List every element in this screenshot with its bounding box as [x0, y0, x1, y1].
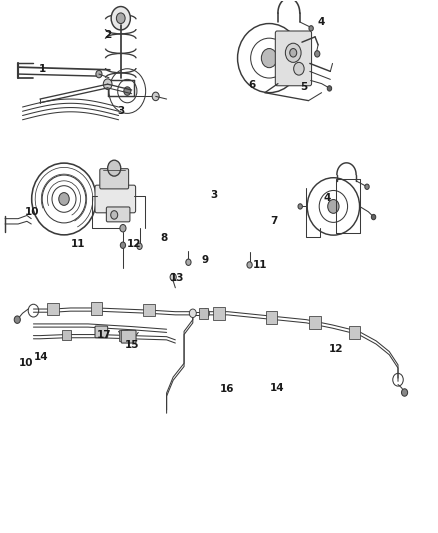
Circle shape	[111, 211, 118, 219]
Text: 9: 9	[201, 255, 208, 265]
Circle shape	[314, 51, 320, 57]
Text: 4: 4	[324, 193, 331, 204]
Circle shape	[124, 87, 131, 95]
Circle shape	[290, 49, 297, 57]
Circle shape	[59, 192, 69, 205]
Circle shape	[111, 6, 131, 30]
Circle shape	[293, 62, 304, 75]
Circle shape	[327, 86, 332, 91]
Text: 3: 3	[210, 190, 217, 200]
Bar	[47, 303, 59, 316]
Text: 12: 12	[329, 344, 343, 354]
Circle shape	[108, 160, 121, 176]
Circle shape	[137, 243, 142, 249]
Bar	[213, 307, 225, 320]
Bar	[91, 302, 102, 315]
FancyBboxPatch shape	[276, 31, 311, 86]
Bar	[266, 311, 277, 324]
Circle shape	[186, 259, 191, 265]
Text: 6: 6	[248, 80, 255, 90]
Circle shape	[247, 262, 252, 268]
Text: 4: 4	[318, 17, 325, 27]
Text: 3: 3	[117, 106, 124, 116]
Circle shape	[120, 242, 126, 248]
Text: 5: 5	[300, 82, 308, 92]
Circle shape	[96, 70, 102, 78]
Circle shape	[309, 26, 313, 31]
Text: 10: 10	[25, 207, 39, 217]
Bar	[62, 330, 71, 341]
Circle shape	[328, 199, 339, 213]
Text: 8: 8	[161, 233, 168, 244]
Bar	[309, 317, 321, 329]
Text: 10: 10	[19, 358, 33, 368]
Circle shape	[365, 184, 369, 189]
Text: 1: 1	[39, 64, 46, 74]
Circle shape	[286, 43, 301, 62]
Circle shape	[14, 316, 20, 324]
FancyBboxPatch shape	[95, 185, 136, 213]
Circle shape	[189, 309, 196, 318]
FancyBboxPatch shape	[106, 207, 130, 222]
Text: 13: 13	[170, 273, 185, 283]
FancyBboxPatch shape	[100, 168, 129, 189]
Circle shape	[402, 389, 408, 396]
Text: 15: 15	[125, 340, 140, 350]
Bar	[199, 308, 208, 319]
Bar	[144, 304, 155, 317]
Text: 12: 12	[127, 239, 141, 248]
Circle shape	[120, 224, 126, 232]
Text: 14: 14	[34, 352, 48, 362]
Circle shape	[371, 214, 376, 220]
Text: 7: 7	[270, 216, 277, 227]
Text: 17: 17	[97, 329, 112, 340]
Text: 16: 16	[219, 384, 234, 394]
Bar	[349, 326, 360, 339]
Text: 11: 11	[253, 260, 268, 270]
Text: 2: 2	[104, 30, 111, 41]
Circle shape	[103, 79, 112, 90]
Circle shape	[117, 13, 125, 23]
Text: 11: 11	[71, 239, 86, 248]
Circle shape	[170, 273, 176, 281]
Bar	[119, 330, 127, 341]
Circle shape	[261, 49, 277, 68]
Text: 14: 14	[269, 383, 284, 393]
FancyBboxPatch shape	[95, 326, 108, 338]
Circle shape	[298, 204, 302, 209]
Circle shape	[152, 92, 159, 101]
Circle shape	[202, 309, 209, 318]
FancyBboxPatch shape	[121, 330, 136, 343]
